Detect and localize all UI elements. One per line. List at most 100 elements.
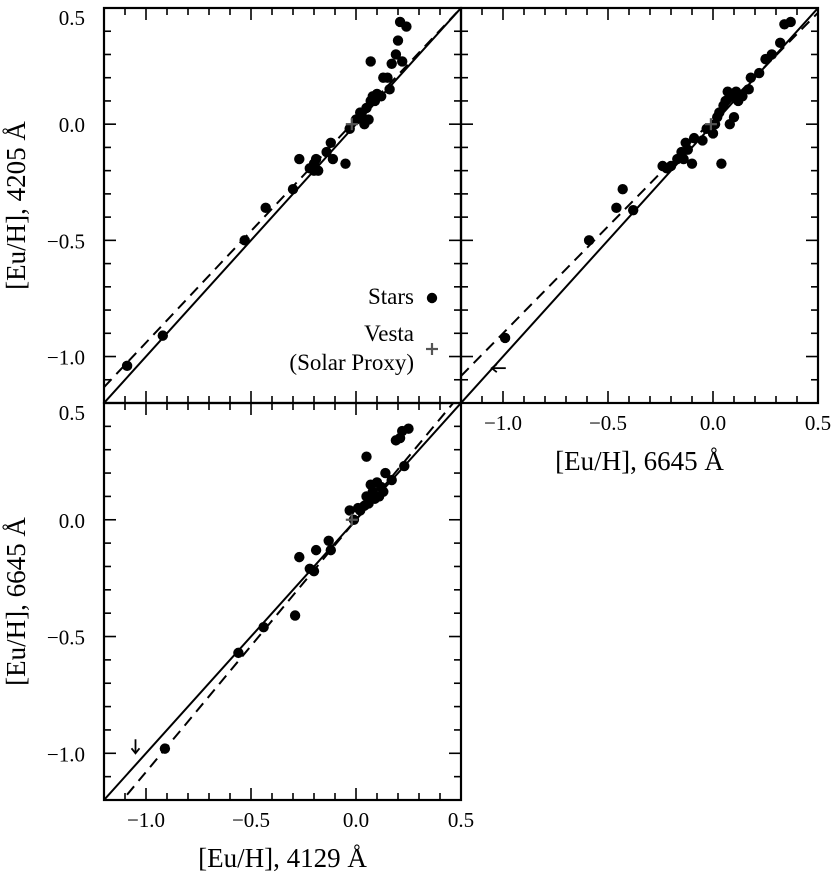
star-point: [745, 72, 756, 83]
star-point: [403, 423, 414, 434]
star-point: [361, 451, 372, 462]
legend-stars-label: Stars: [368, 284, 414, 309]
fit-line-dashed: [104, 8, 461, 388]
reference-lines: [104, 403, 461, 800]
star-point: [310, 153, 322, 165]
star-point: [392, 35, 404, 46]
star-point: [688, 132, 700, 144]
star-point: [159, 743, 171, 754]
y-tick-label: 0.5: [59, 6, 85, 30]
panel-eu4205-vs-eu4129: 0.5 0.0 −0.5 −1.0 [Eu/H], 4205 Å: [1, 6, 463, 405]
ticks: [461, 8, 818, 403]
x-tick-label: −0.5: [232, 808, 270, 832]
star-point: [583, 235, 595, 246]
star-point: [384, 84, 395, 95]
star-point: [707, 128, 719, 139]
y-axis-label: [Eu/H], 4205 Å: [1, 121, 31, 290]
star-point: [363, 114, 374, 125]
star-point: [766, 49, 777, 60]
star-point: [380, 467, 391, 479]
star-point: [728, 112, 740, 123]
series-upper-limit: [130, 739, 141, 755]
legend-vesta-label: Vesta: [364, 321, 414, 346]
x-tick-label: −1.0: [127, 808, 165, 832]
fit-line-dashed: [121, 403, 455, 800]
star-point: [323, 535, 334, 546]
x-tick-label: 0.0: [343, 808, 369, 832]
upper-limit-arrow: [490, 363, 506, 373]
star-point: [682, 144, 693, 155]
y-tick-label: −1.0: [47, 346, 85, 370]
star-point: [686, 158, 698, 169]
y-tick-label: −1.0: [47, 742, 85, 766]
star-point: [260, 202, 271, 214]
y-tick-label: 0.0: [59, 509, 85, 533]
vesta-point: [345, 118, 358, 131]
star-point: [785, 16, 796, 28]
star-point: [325, 544, 336, 556]
star-point: [743, 84, 754, 95]
series-vesta: [345, 118, 358, 131]
vesta-point: [704, 118, 717, 131]
star-point: [382, 72, 393, 83]
star-point: [628, 204, 639, 216]
x-tick-label: 0.5: [448, 808, 474, 832]
star-point: [289, 610, 301, 621]
upper-limit-arrow: [130, 739, 141, 755]
star-point: [754, 67, 765, 79]
legend: Stars Vesta (Solar Proxy): [289, 284, 438, 375]
fit-line-dashed: [461, 11, 818, 377]
star-point: [294, 153, 305, 165]
star-point: [287, 184, 299, 195]
star-point: [678, 153, 689, 165]
star-point: [365, 56, 376, 67]
x-tick-label: 0.0: [700, 411, 726, 435]
x-tick-label: −0.5: [589, 411, 627, 435]
y-tick-label: −0.5: [47, 229, 85, 253]
legend-vesta-sublabel: (Solar Proxy): [289, 350, 414, 375]
star-point: [386, 58, 397, 69]
star-point: [294, 551, 305, 563]
series-stars: [499, 16, 796, 344]
series-vesta: [345, 513, 358, 526]
reference-lines: [461, 8, 818, 403]
series-vesta: [704, 118, 717, 131]
y-tick-label: 0.0: [59, 113, 85, 137]
y-tick-label: 0.5: [59, 401, 85, 425]
ticks: [104, 403, 461, 800]
star-point: [310, 544, 322, 556]
star-point: [321, 146, 332, 158]
star-point: [386, 474, 397, 486]
star-point: [258, 621, 269, 633]
star-point: [157, 330, 168, 341]
y-axis-label: [Eu/H], 6645 Å: [1, 517, 31, 686]
x-tick-label: −1.0: [484, 411, 522, 435]
series-stars: [159, 423, 414, 754]
star-point: [399, 460, 410, 472]
star-point: [775, 37, 786, 49]
star-point: [378, 486, 389, 497]
star-point: [716, 158, 727, 169]
star-point: [401, 21, 412, 32]
star-point: [121, 360, 133, 372]
star-point: [697, 135, 708, 146]
plot-frame: [102, 401, 463, 802]
x-axis-label: [Eu/H], 6645 Å: [555, 446, 724, 476]
x-tick-label: 0.5: [805, 411, 831, 435]
series-stars: [121, 16, 412, 372]
y-tick-label: −0.5: [47, 626, 85, 650]
star-point: [611, 202, 622, 214]
star-point: [390, 49, 402, 60]
series-upper-limit: [490, 363, 506, 373]
star-point: [737, 91, 748, 102]
legend-vesta-marker: [426, 343, 438, 355]
panel-eu6645-vs-eu4129: −1.0 −0.5 0.0 0.5 0.5 0.0 −0.5 −1.0 [Eu/H], 4129…: [1, 401, 474, 873]
star-point: [340, 158, 351, 169]
star-point: [308, 565, 320, 577]
star-point: [344, 505, 355, 516]
star-point: [376, 91, 387, 102]
star-point: [313, 165, 324, 176]
panel-eu4205-vs-eu6645: −1.0 −0.5 0.0 0.5 [Eu/H], 6645 Å: [459, 6, 831, 476]
x-axis-label: [Eu/H], 4129 Å: [198, 843, 367, 873]
